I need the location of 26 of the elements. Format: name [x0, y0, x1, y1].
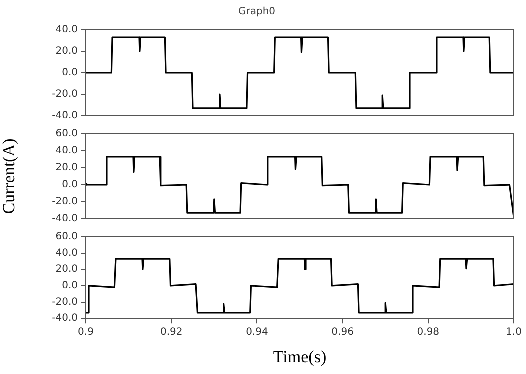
y-tick-label: 40.0 — [56, 248, 78, 259]
y-axis-title: Current(A) — [0, 138, 19, 214]
y-tick-label: -20.0 — [52, 89, 78, 100]
y-tick-label: 20.0 — [56, 46, 78, 58]
x-tick-label: 0.9 — [78, 327, 94, 338]
y-tick-label: 20.0 — [56, 264, 78, 276]
x-tick-label: 0.94 — [246, 327, 268, 338]
x-tick-label: 0.92 — [160, 327, 183, 338]
y-tick-label: 40.0 — [56, 146, 78, 157]
y-tick-label: 60.0 — [56, 128, 78, 140]
y-tick-label: 40.0 — [56, 24, 78, 36]
chart-title: Graph0 — [238, 6, 276, 18]
y-tick-label: 0.0 — [62, 280, 78, 292]
x-tick-label: 1.0 — [506, 327, 522, 338]
y-tick-label: 20.0 — [56, 162, 78, 174]
y-tick-label: -40.0 — [52, 110, 78, 122]
y-tick-label: 60.0 — [56, 232, 78, 243]
y-tick-label: -20.0 — [52, 296, 78, 308]
x-axis-title: Time(s) — [273, 347, 327, 366]
x-tick-label: 0.96 — [332, 327, 354, 338]
y-tick-label: -40.0 — [52, 313, 78, 324]
x-tick-label: 0.98 — [417, 327, 440, 338]
y-tick-label: 0.0 — [62, 180, 78, 191]
y-tick-label: -20.0 — [52, 196, 78, 208]
y-tick-label: -40.0 — [52, 214, 78, 225]
y-tick-label: 0.0 — [62, 68, 78, 79]
